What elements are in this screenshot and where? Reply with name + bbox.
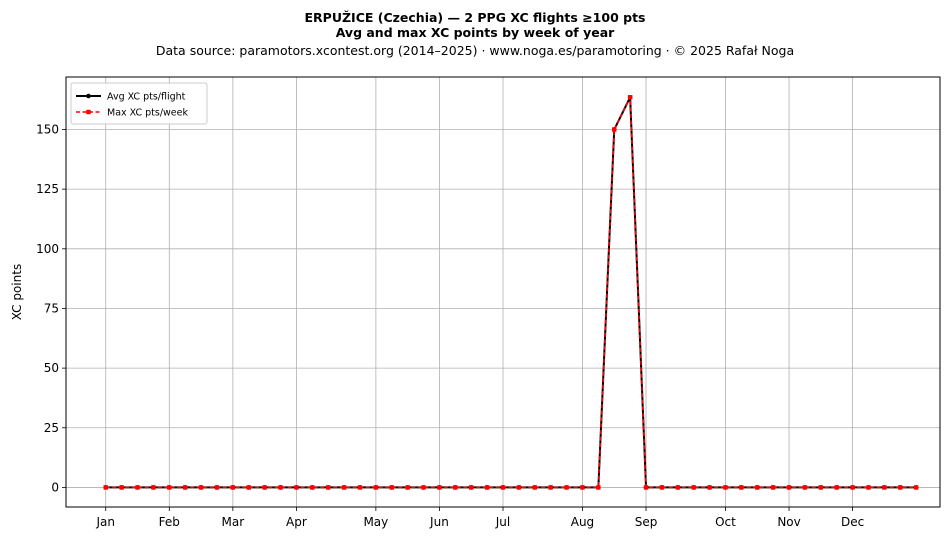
data-point — [627, 95, 633, 100]
data-point — [278, 485, 283, 490]
data-point — [405, 485, 410, 490]
chart-subtitle: Avg and max XC points by week of year — [335, 25, 615, 40]
x-tick-label-jun: Jun — [429, 515, 449, 529]
y-axis-label: XC points — [10, 264, 24, 320]
data-point — [421, 485, 426, 490]
data-point — [834, 485, 839, 490]
data-point — [119, 485, 124, 490]
data-point — [103, 485, 108, 490]
data-point — [850, 485, 855, 490]
data-point — [691, 485, 696, 490]
legend-entry-1: Avg XC pts/flight — [76, 92, 186, 103]
data-point — [612, 127, 617, 132]
data-point — [182, 485, 188, 490]
x-tick-label-aug: Aug — [571, 515, 594, 529]
data-point — [548, 485, 553, 490]
x-tick-label-dec: Dec — [841, 515, 864, 529]
legend-label: Max XC pts/week — [107, 108, 188, 119]
x-tick-label-jul: Jul — [495, 515, 510, 529]
x-tick-label-oct: Oct — [715, 515, 736, 529]
x-tick-label-jan: Jan — [95, 515, 115, 529]
data-point — [151, 485, 156, 490]
data-point — [882, 485, 887, 490]
data-point — [866, 485, 871, 490]
data-point — [341, 485, 347, 490]
y-tick-label: 150 — [36, 122, 59, 136]
data-point — [818, 485, 824, 490]
data-point — [659, 485, 665, 490]
data-point — [755, 485, 760, 490]
y-tick-label: 75 — [44, 301, 59, 315]
data-point — [786, 485, 792, 490]
legend-marker — [86, 93, 91, 99]
data-point — [898, 485, 903, 490]
data-point — [723, 485, 728, 490]
data-point — [580, 485, 585, 490]
data-point — [246, 485, 251, 490]
data-point — [389, 485, 394, 490]
data-point — [214, 485, 220, 490]
series-line — [105, 96, 917, 489]
data-point — [516, 485, 522, 490]
legend-label: Avg XC pts/flight — [107, 92, 186, 103]
data-point — [294, 485, 299, 490]
data-point — [564, 485, 569, 490]
data-point — [453, 485, 458, 490]
data-point — [770, 485, 776, 490]
data-point — [230, 485, 236, 490]
data-point — [135, 485, 140, 490]
y-tick-label: 50 — [44, 361, 59, 375]
data-point — [469, 485, 474, 490]
data-point — [500, 485, 506, 490]
x-tick-label-may: May — [363, 515, 388, 529]
series-layer — [103, 94, 919, 490]
y-tick-label: 125 — [36, 182, 59, 196]
data-point — [437, 485, 442, 490]
data-point — [675, 485, 680, 490]
data-point — [707, 485, 712, 490]
y-tick-label: 25 — [44, 421, 59, 435]
data-point — [310, 485, 315, 490]
data-point — [802, 485, 808, 490]
series-1 — [103, 94, 919, 490]
data-point — [596, 485, 601, 490]
data-point — [484, 485, 490, 490]
data-point — [913, 485, 919, 490]
data-point — [357, 485, 363, 490]
data-point — [643, 485, 649, 490]
y-tick-label: 100 — [36, 242, 59, 256]
x-tick-label-mar: Mar — [222, 515, 245, 529]
grid-lines — [66, 77, 940, 507]
data-point — [739, 485, 744, 490]
legend: Avg XC pts/flight Max XC pts/week — [70, 82, 208, 125]
data-point — [532, 485, 537, 490]
y-tick-label: 0 — [51, 480, 59, 494]
chart-title: ERPUŽICE (Czechia) — 2 PPG XC flights ≥1… — [304, 10, 646, 25]
x-tick-label-sep: Sep — [635, 515, 658, 529]
chart-source-note: Data source: paramotors.xcontest.org (20… — [155, 43, 795, 58]
series-2 — [103, 95, 919, 490]
data-point — [198, 485, 204, 490]
legend-entry-2: Max XC pts/week — [76, 108, 188, 119]
data-point — [167, 485, 172, 490]
data-point — [326, 485, 331, 490]
x-tick-label-apr: Apr — [286, 515, 307, 529]
data-point — [262, 485, 267, 490]
legend-marker — [86, 109, 91, 115]
legend-box — [70, 82, 208, 125]
series-line — [105, 96, 917, 489]
x-tick-label-feb: Feb — [159, 515, 180, 529]
data-point — [373, 485, 379, 490]
x-tick-label-nov: Nov — [777, 515, 800, 529]
axis-ticks: 0 25 50 75 100 125 150 Jan Feb Mar Apr May Jun Jul Aug… — [36, 122, 864, 529]
